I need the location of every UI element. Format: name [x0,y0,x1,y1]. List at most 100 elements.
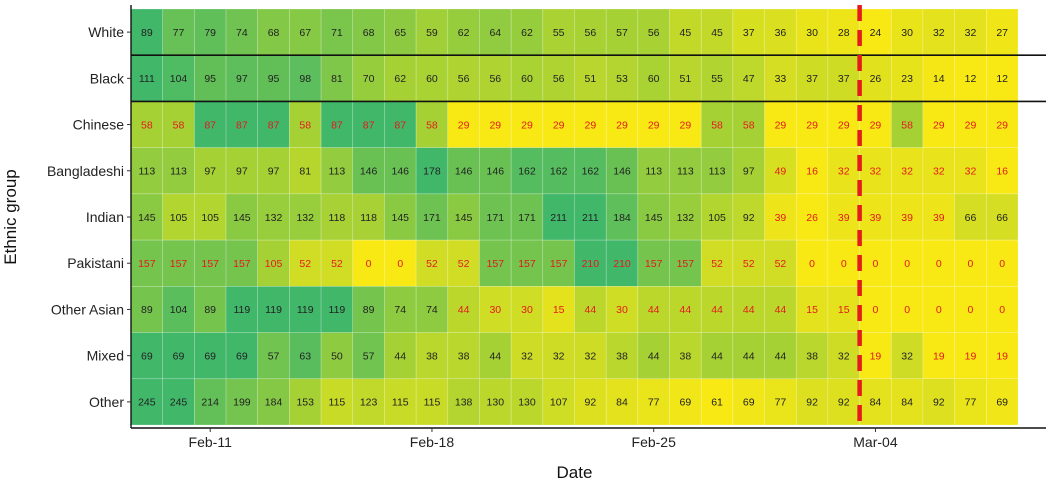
cell-value-label: 16 [806,166,818,178]
cell-value-label: 29 [806,119,818,131]
cell-value-label: 113 [329,166,346,178]
cell-value-label: 60 [521,73,533,85]
cell-value-label: 39 [933,212,945,224]
heatmap-cell [479,193,512,241]
heatmap-cell [194,332,227,380]
cell-value-label: 157 [645,258,663,270]
heatmap-cell [162,193,195,241]
cell-value-label: 210 [582,258,600,270]
cell-value-label: 157 [170,258,188,270]
heatmap-cell [162,8,195,56]
cell-value-label: 146 [613,166,631,178]
cell-value-label: 81 [331,73,343,85]
cell-value-label: 69 [204,350,216,362]
cell-value-label: 37 [806,73,818,85]
cell-value-label: 98 [299,73,311,85]
heatmap-cell [574,378,607,426]
cell-value-label: 24 [870,27,882,39]
cell-value-label: 211 [550,212,567,224]
heatmap-cell [479,54,512,102]
cell-value-label: 37 [743,27,755,39]
x-axis-title: Date [557,463,593,482]
cell-value-label: 56 [553,73,565,85]
cell-value-label: 32 [965,166,977,178]
heatmap-cell [320,147,354,195]
cell-value-label: 29 [870,119,882,131]
cell-value-label: 26 [870,73,882,85]
cell-value-label: 171 [487,212,505,224]
cell-value-label: 45 [680,27,692,39]
cell-value-label: 38 [458,350,470,362]
cell-value-label: 71 [331,27,343,39]
heatmap-cell [352,101,385,148]
cell-value-label: 184 [613,212,631,224]
heatmap-cell [447,147,480,195]
heatmap-cell [352,54,385,102]
y-tick-label: Indian [86,209,124,225]
cell-value-label: 162 [518,166,536,178]
cell-value-label: 12 [965,73,977,85]
cell-value-label: 53 [616,73,628,85]
cell-value-label: 157 [233,258,251,270]
heatmap-cell [986,147,1019,195]
heatmap-cell [954,378,987,426]
heatmap-cell [542,101,575,148]
cell-value-label: 92 [743,212,755,224]
heatmap-cell [384,286,417,333]
heatmap-cell [510,332,544,380]
cell-value-label: 0 [809,258,815,270]
heatmap-cell [827,286,860,333]
cell-value-label: 44 [648,350,660,362]
heatmap-cell [795,378,829,426]
cell-value-label: 63 [299,350,311,362]
heatmap-cell [415,286,449,333]
heatmap-cell [130,193,163,241]
cell-value-label: 105 [265,258,283,270]
cell-value-label: 44 [489,350,501,362]
cell-value-label: 30 [521,304,533,316]
heatmap-cell [574,193,607,241]
heatmap-cell [574,332,607,380]
heatmap-cell [542,286,575,333]
heatmap-cell [732,332,765,380]
heatmap-cell [510,147,544,195]
cell-value-label: 47 [743,73,755,85]
cell-value-label: 29 [965,119,977,131]
cell-value-label: 81 [299,166,311,178]
cell-value-label: 67 [299,27,311,39]
cell-value-label: 51 [680,73,692,85]
heatmap-cell [130,332,163,380]
heatmap-cell [669,54,702,102]
cell-value-label: 77 [173,27,185,39]
cell-value-label: 157 [518,258,536,270]
heatmap-cell [415,378,449,426]
cell-value-label: 58 [711,119,723,131]
heatmap-cell [890,101,924,148]
heatmap-cell [605,193,639,241]
cell-value-label: 32 [584,350,596,362]
heatmap-cell [384,239,417,287]
cell-value-label: 92 [806,397,818,409]
cell-value-label: 57 [268,350,280,362]
cell-value-label: 52 [775,258,787,270]
cell-value-label: 69 [743,397,755,409]
cell-value-label: 69 [236,350,248,362]
cell-value-label: 113 [138,166,155,178]
heatmap-cell [194,8,227,56]
heatmap-cell [700,101,734,148]
heatmap-cell [447,286,480,333]
cell-value-label: 245 [170,397,188,409]
cell-value-label: 58 [901,119,913,131]
cell-value-label: 32 [553,350,565,362]
cell-value-label: 113 [709,166,726,178]
heatmap-cell [732,8,765,56]
heatmap-cell [289,239,322,287]
heatmap-cell [954,193,987,241]
cell-value-label: 44 [711,304,723,316]
heatmap-cell [827,332,860,380]
heatmap-cell [479,286,512,333]
cell-value-label: 97 [268,166,280,178]
cell-value-label: 119 [234,304,251,316]
heatmap-cell [795,332,829,380]
cell-value-label: 77 [775,397,787,409]
